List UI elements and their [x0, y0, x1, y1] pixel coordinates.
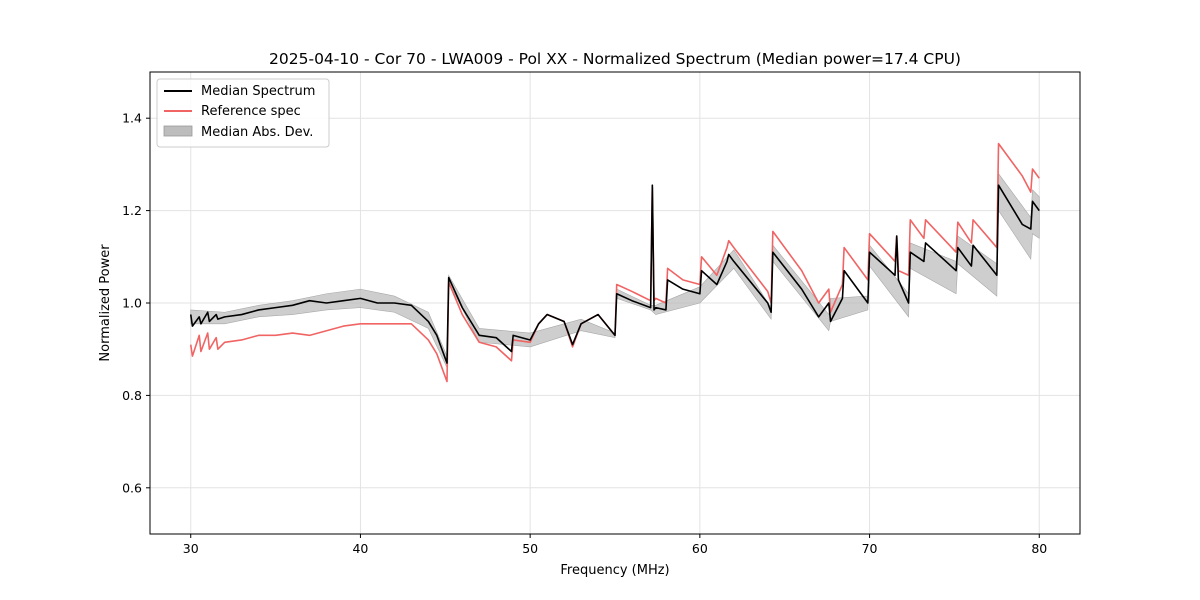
- x-axis-ticks: 30 40 50 60 70 80: [183, 534, 1047, 556]
- y-tick-label: 0.6: [122, 480, 142, 495]
- mad-band-layer: [190, 172, 1040, 368]
- legend-median-label: Median Spectrum: [201, 84, 315, 99]
- y-axis-ticks: 0.6 0.8 1.0 1.2 1.4: [122, 111, 150, 495]
- mad-band: [190, 172, 1040, 368]
- chart-title: 2025-04-10 - Cor 70 - LWA009 - Pol XX - …: [269, 50, 961, 68]
- x-tick-label: 30: [183, 541, 199, 556]
- median-spectrum-line: [189, 184, 1040, 364]
- legend-reference-label: Reference spec: [201, 104, 301, 119]
- legend-box: [156, 78, 330, 148]
- x-tick-label: 60: [692, 541, 708, 556]
- y-axis-label: Normalized Power: [98, 244, 113, 362]
- x-axis-label: Frequency (MHz): [560, 563, 669, 578]
- y-tick-label: 1.4: [122, 111, 142, 126]
- y-tick-label: 0.8: [122, 388, 142, 403]
- series-layer: [189, 142, 1040, 383]
- x-tick-label: 80: [1031, 541, 1047, 556]
- legend: Median Spectrum Reference spec Median Ab…: [156, 78, 330, 148]
- legend-mad-label: Median Abs. Dev.: [201, 125, 313, 140]
- x-tick-label: 50: [522, 541, 538, 556]
- x-tick-label: 70: [862, 541, 878, 556]
- y-tick-label: 1.2: [122, 203, 142, 218]
- x-tick-label: 40: [352, 541, 368, 556]
- legend-mad-patch: [163, 125, 193, 137]
- y-tick-label: 1.0: [122, 296, 142, 311]
